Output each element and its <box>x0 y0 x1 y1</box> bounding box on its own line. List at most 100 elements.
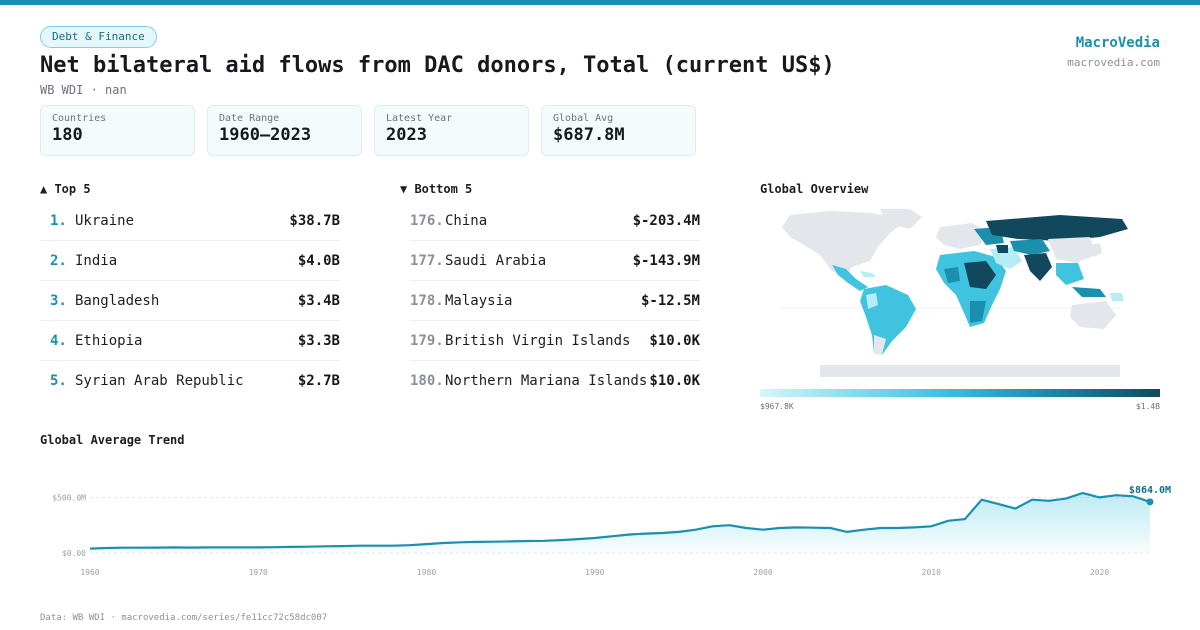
x-tick-label: 2020 <box>1090 568 1109 577</box>
region-syria[interactable] <box>996 245 1008 253</box>
region-greenland[interactable] <box>880 209 922 229</box>
stat-card-global-avg: Global Avg $687.8M <box>541 105 696 156</box>
y-tick-label: $500.0M <box>52 493 86 502</box>
region-south-asia[interactable] <box>1024 253 1052 281</box>
country-value: $10.0K <box>649 373 700 389</box>
legend-min-label: $967.8K <box>760 402 794 411</box>
trend-line <box>89 491 1151 550</box>
x-tick-label: 1960 <box>80 568 99 577</box>
region-maritime-asia[interactable] <box>1072 287 1106 297</box>
list-item[interactable]: 177. Saudi Arabia $-143.9M <box>410 241 700 281</box>
map-legend-gradient <box>760 389 1160 397</box>
list-item[interactable]: 4. Ethiopia $3.3B <box>40 321 340 361</box>
rank-number: 177. <box>410 252 444 269</box>
region-oceania[interactable] <box>1070 301 1116 329</box>
region-antarctica <box>820 365 1120 377</box>
region-west-africa[interactable] <box>944 267 960 283</box>
stat-label: Countries <box>52 113 107 124</box>
brand-url[interactable]: macrovedia.com <box>1067 56 1160 69</box>
legend-max-label: $1.4B <box>1135 402 1160 411</box>
map-heading: Global Overview <box>760 182 869 196</box>
x-tick-label: 1970 <box>249 568 268 577</box>
country-name: Ukraine <box>75 212 135 229</box>
region-japan[interactable] <box>1090 243 1102 257</box>
rank-number: 179. <box>410 332 444 349</box>
list-item[interactable]: 5. Syrian Arab Republic $2.7B <box>40 361 340 401</box>
category-badge[interactable]: Debt & Finance <box>40 26 157 48</box>
rank-number: 4. <box>50 332 67 349</box>
list-item[interactable]: 3. Bangladesh $3.4B <box>40 281 340 321</box>
page-title: Net bilateral aid flows from DAC donors,… <box>40 53 835 78</box>
list-item[interactable]: 180. Northern Mariana Islands $10.0K <box>410 361 700 401</box>
top5-heading: ▲ Top 5 <box>40 182 91 196</box>
list-item[interactable]: 179. British Virgin Islands $10.0K <box>410 321 700 361</box>
country-value: $3.3B <box>297 332 340 349</box>
x-tick-label: 2000 <box>753 568 772 577</box>
country-name: Malaysia <box>445 292 513 309</box>
region-southeast-asia[interactable] <box>1056 263 1084 285</box>
country-name: British Virgin Islands <box>445 332 631 349</box>
region-north-america[interactable] <box>782 211 910 277</box>
region-southern-cone[interactable] <box>874 335 886 355</box>
trend-area-fill <box>90 493 1150 553</box>
x-tick-label: 1980 <box>417 568 436 577</box>
country-value: $3.4B <box>297 292 340 309</box>
source-footer: Data: WB WDI · macrovedia.com/series/fe1… <box>40 613 328 623</box>
region-andes[interactable] <box>866 293 878 309</box>
page-subtitle: WB WDI · nan <box>40 83 127 97</box>
country-value: $38.7B <box>289 212 340 229</box>
region-central-america[interactable] <box>832 265 868 291</box>
bottom5-heading: ▼ Bottom 5 <box>400 182 473 196</box>
y-tick-label: $0.00 <box>62 549 86 558</box>
trend-heading: Global Average Trend <box>40 433 185 447</box>
region-pacific-islands[interactable] <box>1110 293 1124 301</box>
country-name: Syrian Arab Republic <box>75 373 244 389</box>
rank-number: 178. <box>410 292 444 309</box>
stat-card-countries: Countries 180 <box>40 105 195 156</box>
region-caribbean[interactable] <box>860 271 876 277</box>
brand-logo[interactable]: MacroVedia <box>1075 35 1160 51</box>
stat-label: Latest Year <box>386 113 453 124</box>
country-value: $-12.5M <box>640 292 700 309</box>
latest-value-callout: $864.0M <box>1129 485 1171 496</box>
stat-value: $687.8M <box>553 125 625 145</box>
stat-card-date-range: Date Range 1960–2023 <box>207 105 362 156</box>
rank-number: 180. <box>410 373 444 389</box>
country-name: China <box>445 212 488 229</box>
region-north-asia[interactable] <box>986 215 1128 241</box>
region-central-asia[interactable] <box>1010 239 1050 255</box>
rank-number: 5. <box>50 373 67 389</box>
stat-value: 2023 <box>386 125 427 145</box>
list-item[interactable]: 178. Malaysia $-12.5M <box>410 281 700 321</box>
rank-number: 176. <box>410 212 444 229</box>
region-europe[interactable] <box>936 223 986 249</box>
bottom5-list: 176. China $-203.4M 177. Saudi Arabia $-… <box>410 201 700 401</box>
region-southern-africa[interactable] <box>970 301 986 323</box>
country-name: Bangladesh <box>75 292 160 309</box>
world-map-svg <box>780 209 1128 377</box>
country-value: $-143.9M <box>632 252 700 269</box>
country-name: Saudi Arabia <box>445 252 547 269</box>
latest-value-point[interactable] <box>1146 498 1154 506</box>
stat-value: 1960–2023 <box>219 125 312 145</box>
list-item[interactable]: 1. Ukraine $38.7B <box>40 201 340 241</box>
stat-label: Global Avg <box>553 113 614 124</box>
stat-value: 180 <box>52 125 83 145</box>
country-name: India <box>75 252 118 269</box>
region-east-africa[interactable] <box>964 261 996 289</box>
world-choropleth-map[interactable] <box>760 205 1160 380</box>
country-value: $2.7B <box>297 373 340 389</box>
global-average-trend-chart[interactable]: $0.00 $500.0M 1960 1970 1980 1990 2000 2010 202… <box>0 445 1200 585</box>
rank-number: 3. <box>50 292 67 309</box>
country-value: $4.0B <box>297 252 340 269</box>
list-item[interactable]: 176. China $-203.4M <box>410 201 700 241</box>
top5-list: 1. Ukraine $38.7B 2. India $4.0B 3. Bang… <box>40 201 340 401</box>
list-item[interactable]: 2. India $4.0B <box>40 241 340 281</box>
country-value: $10.0K <box>649 332 700 349</box>
rank-number: 1. <box>50 212 67 229</box>
stat-label: Date Range <box>219 113 280 124</box>
stat-card-latest-year: Latest Year 2023 <box>374 105 529 156</box>
top-accent-bar <box>0 0 1200 5</box>
region-east-asia[interactable] <box>1048 237 1096 263</box>
country-value: $-203.4M <box>632 212 700 229</box>
